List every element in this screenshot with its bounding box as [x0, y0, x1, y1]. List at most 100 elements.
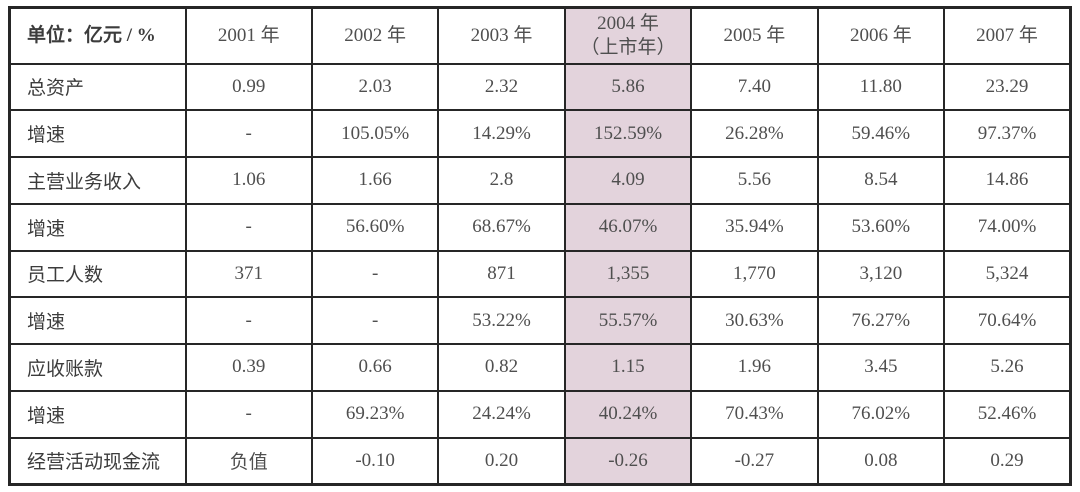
data-cell: 11.80 [816, 62, 946, 112]
data-cell: 68.67% [437, 202, 566, 252]
data-cell: - [310, 249, 440, 299]
data-cell: 3,120 [816, 249, 946, 299]
data-cell: 35.94% [690, 202, 819, 252]
data-cell: 0.20 [437, 436, 566, 486]
data-cell: 59.46% [816, 109, 946, 159]
data-cell: 152.59% [563, 109, 693, 159]
data-cell: 5.26 [943, 343, 1072, 392]
data-cell: 2.03 [310, 62, 440, 112]
year-label: 2002 年 [344, 24, 407, 46]
header-row: 单位：亿元 / % 2001 年 2002 年 2003 年 2004 年（上市年） 2… [8, 6, 1072, 65]
table-row: 员工人数 371-871 1,355 1,770 3,120 5,324 [8, 249, 1072, 299]
data-cell: 1,355 [563, 249, 693, 299]
data-cell: 70.64% [943, 296, 1072, 346]
year-header-cell: 2007 年 [943, 6, 1072, 65]
year-header-cell: 2006 年 [816, 6, 946, 65]
data-cell: 1.06 [184, 156, 313, 205]
table-row: 增速 -56.60% 68.67% 46.07% 35.94% 53.60% 74.00% [8, 202, 1072, 252]
year-header-cell: 2001 年 [184, 6, 313, 65]
data-cell: 69.23% [310, 389, 440, 439]
year-label: 2001 年 [217, 24, 280, 46]
data-cell: 8.54 [816, 156, 946, 205]
year-header-cell: 2004 年（上市年） [563, 6, 693, 65]
data-cell: - [310, 296, 440, 346]
table-row: 主营业务收入 1.06 1.66 2.8 4.09 5.56 8.54 14.86 [8, 156, 1072, 205]
data-cell: 74.00% [943, 202, 1072, 252]
row-label: 增速 [8, 109, 187, 159]
data-cell: 52.46% [943, 389, 1072, 439]
data-cell: 871 [437, 249, 566, 299]
table-row: 增速 -105.05% 14.29% 152.59% 26.28% 59.46% 97.37… [8, 109, 1072, 159]
year-label: 2003 年 [470, 24, 533, 46]
data-cell: - [184, 109, 313, 159]
data-cell: 5.86 [563, 62, 693, 112]
data-cell: - [184, 202, 313, 252]
data-cell: 371 [184, 249, 313, 299]
data-cell: 14.29% [437, 109, 566, 159]
year-label: 2004 年 [597, 13, 659, 34]
data-cell: 55.57% [563, 296, 693, 346]
year-header-cell: 2005 年 [690, 6, 819, 65]
data-cell: 5,324 [943, 249, 1072, 299]
year-sublabel: （上市年） [580, 36, 676, 58]
data-cell: 1.96 [690, 343, 819, 392]
data-cell: 40.24% [563, 389, 693, 439]
year-label: 2007 年 [976, 24, 1038, 46]
data-cell: 1.66 [310, 156, 440, 205]
data-cell: 1.15 [563, 343, 693, 392]
row-label: 总资产 [8, 62, 187, 112]
data-cell: 24.24% [437, 389, 566, 439]
data-cell: 3.45 [816, 343, 946, 392]
table-row: 经营活动现金流 负值 -0.10 0.20 -0.26 -0.27 0.08 0.29 [8, 436, 1072, 486]
year-label: 2006 年 [849, 24, 912, 46]
data-cell: 0.08 [816, 436, 946, 486]
data-cell: 30.63% [690, 296, 819, 346]
year-header-cell: 2003 年 [437, 6, 566, 65]
data-cell: 0.99 [184, 62, 313, 112]
row-label: 应收账款 [8, 343, 187, 392]
data-cell: 97.37% [943, 109, 1072, 159]
data-cell: - [184, 389, 313, 439]
data-cell: 53.22% [437, 296, 566, 346]
data-cell: 负值 [184, 436, 313, 486]
data-cell: 0.66 [310, 343, 440, 392]
table-header: 单位：亿元 / % 2001 年 2002 年 2003 年 2004 年（上市年） 2… [8, 6, 1072, 65]
data-cell: 26.28% [690, 109, 819, 159]
data-cell: 0.82 [437, 343, 566, 392]
data-cell: 46.07% [563, 202, 693, 252]
data-cell: 76.02% [816, 389, 946, 439]
data-cell: 7.40 [690, 62, 819, 112]
data-cell: 56.60% [310, 202, 440, 252]
year-header-cell: 2002 年 [310, 6, 440, 65]
data-cell: - [184, 296, 313, 346]
row-label: 经营活动现金流 [8, 436, 187, 486]
table-row: 总资产 0.99 2.03 2.32 5.86 7.40 11.80 23.29 [8, 62, 1072, 112]
data-cell: -0.10 [310, 436, 440, 486]
data-cell: 2.32 [437, 62, 566, 112]
data-cell: 53.60% [816, 202, 946, 252]
data-cell: 0.29 [943, 436, 1072, 486]
data-cell: 105.05% [310, 109, 440, 159]
row-label: 增速 [8, 389, 187, 439]
data-cell: -0.27 [690, 436, 819, 486]
data-cell: 1,770 [690, 249, 819, 299]
data-cell: 70.43% [690, 389, 819, 439]
row-label: 主营业务收入 [8, 156, 187, 205]
year-label: 2005 年 [723, 24, 786, 46]
data-cell: 0.39 [184, 343, 313, 392]
table-row: 应收账款 0.39 0.66 0.82 1.15 1.96 3.45 5.26 [8, 343, 1072, 392]
row-label: 增速 [8, 296, 187, 346]
data-cell: 2.8 [437, 156, 566, 205]
data-cell: 23.29 [943, 62, 1072, 112]
data-cell: 76.27% [816, 296, 946, 346]
data-cell: 14.86 [943, 156, 1072, 205]
row-label: 员工人数 [8, 249, 187, 299]
table-row: 增速 - -53.22% 55.57% 30.63% 76.27% 70.64% [8, 296, 1072, 346]
table-row: 增速 -69.23% 24.24% 40.24% 70.43% 76.02% 52.46% [8, 389, 1072, 439]
financial-table: 单位：亿元 / % 2001 年 2002 年 2003 年 2004 年（上市年） 2… [8, 6, 1072, 486]
data-cell: 4.09 [563, 156, 693, 205]
unit-header-cell: 单位：亿元 / % [8, 6, 187, 65]
row-label: 增速 [8, 202, 187, 252]
table-body: 总资产 0.99 2.03 2.32 5.86 7.40 11.80 23.29 增速 -105.… [8, 62, 1072, 486]
